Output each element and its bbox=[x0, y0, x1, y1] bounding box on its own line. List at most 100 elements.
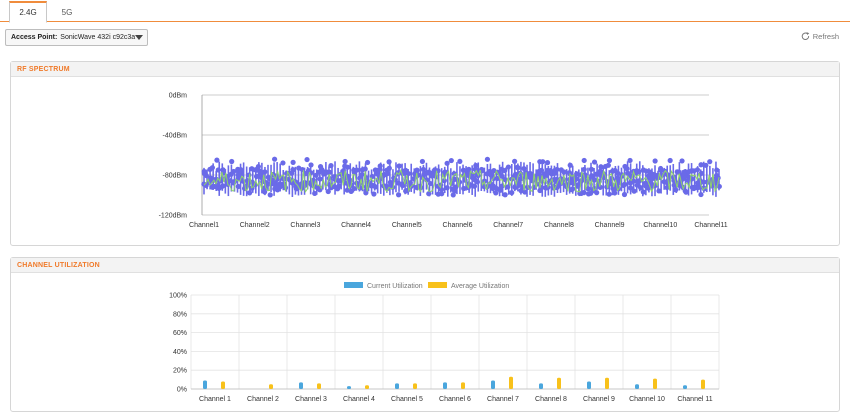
rf-scatter-point bbox=[271, 156, 278, 162]
rf-scatter-point bbox=[371, 191, 377, 197]
utilization-bar bbox=[221, 381, 225, 389]
rf-scatter-series bbox=[201, 156, 722, 198]
rf-x-tick-label: Channel4 bbox=[341, 222, 371, 229]
cu-x-tick-label: Channel 7 bbox=[487, 396, 519, 403]
utilization-bar bbox=[395, 383, 399, 389]
utilization-bar bbox=[491, 380, 495, 389]
rf-x-tick-label: Channel9 bbox=[595, 222, 625, 229]
rf-scatter-point bbox=[419, 158, 426, 165]
rf-scatter-point bbox=[214, 157, 220, 163]
cu-x-tick-label: Channel 2 bbox=[247, 396, 279, 403]
cu-x-tick-label: Channel 10 bbox=[629, 396, 665, 403]
rf-scatter-point bbox=[698, 162, 704, 168]
utilization-bar bbox=[509, 376, 513, 389]
rf-x-tick-label: Channel7 bbox=[493, 222, 523, 229]
utilization-bar bbox=[365, 385, 369, 389]
utilization-bar bbox=[539, 383, 543, 389]
utilization-bar bbox=[653, 378, 657, 389]
band-tab-bar: 2.4G 5G bbox=[0, 0, 850, 23]
access-point-select[interactable]: Access Point: SonicWave 432i c92c3a bbox=[5, 29, 148, 46]
cu-y-tick-label: 100% bbox=[169, 293, 187, 300]
rf-scatter-point bbox=[544, 160, 551, 166]
rf-scatter-point bbox=[605, 162, 611, 168]
rf-scatter-point bbox=[591, 159, 598, 165]
rf-scatter-point bbox=[345, 164, 351, 170]
channel-utilization-chart: Current Utilization Average Utilization 10… bbox=[169, 282, 720, 403]
legend-label: Current Utilization bbox=[367, 283, 423, 290]
rf-y-tick-label: -40dBm bbox=[162, 133, 187, 140]
rf-scatter-point bbox=[698, 191, 704, 198]
rf-x-tick-label: Channel1 bbox=[189, 222, 219, 229]
tab-5g[interactable]: 5G bbox=[61, 7, 73, 17]
rf-spectrum-panel: RF SPECTRUM 0dBm -40dBm -80dBm -120dBm Chann… bbox=[10, 61, 840, 246]
rf-scatter-point bbox=[667, 157, 673, 164]
channel-utilization-title: CHANNEL UTILIZATION bbox=[11, 258, 839, 273]
cu-x-tick-label: Channel 11 bbox=[677, 396, 712, 403]
rf-scatter-point bbox=[522, 189, 528, 195]
rf-scatter-point bbox=[386, 159, 392, 165]
rf-y-tick-label: -80dBm bbox=[162, 173, 187, 180]
cu-x-tick-label: Channel 3 bbox=[295, 396, 327, 403]
chevron-down-icon bbox=[135, 35, 143, 40]
rf-y-tick-label: -120dBm bbox=[159, 213, 188, 220]
legend-swatch bbox=[344, 282, 363, 288]
rf-x-tick-label: Channel10 bbox=[643, 222, 677, 229]
rf-scatter-point bbox=[290, 159, 296, 165]
rf-x-tick-label: Channel3 bbox=[290, 222, 320, 229]
rf-scatter-point bbox=[493, 190, 499, 196]
rf-line-series bbox=[203, 168, 720, 194]
rf-scatter-point bbox=[502, 192, 508, 198]
utilization-bar bbox=[299, 382, 303, 389]
rf-spectrum-title: RF SPECTRUM bbox=[11, 62, 839, 77]
utilization-bar bbox=[443, 382, 447, 389]
rf-scatter-point bbox=[581, 157, 587, 164]
rf-scatter-point bbox=[342, 158, 348, 165]
access-point-value: SonicWave 432i c92c3a bbox=[60, 34, 136, 41]
rf-scatter-point bbox=[267, 192, 273, 198]
utilization-bar bbox=[683, 385, 687, 389]
refresh-icon bbox=[801, 32, 810, 40]
rf-x-tick-label: Channel5 bbox=[392, 222, 422, 229]
utilization-bar bbox=[701, 379, 705, 389]
rf-scatter-point bbox=[627, 157, 633, 164]
legend-swatch bbox=[428, 282, 447, 288]
cu-x-tick-label: Channel 8 bbox=[535, 396, 567, 403]
rf-scatter-point bbox=[683, 189, 689, 195]
channel-utilization-panel: CHANNEL UTILIZATION Current Utilization A… bbox=[10, 257, 840, 412]
rf-scatter-point bbox=[631, 188, 637, 194]
cu-x-tick-label: Channel 1 bbox=[199, 396, 231, 403]
rf-scatter-point bbox=[439, 191, 445, 197]
rf-scatter-point bbox=[505, 164, 511, 170]
rf-scatter-point bbox=[448, 157, 454, 164]
rf-x-tick-label: Channel2 bbox=[240, 222, 270, 229]
rf-x-tick-label: Channel8 bbox=[544, 222, 574, 229]
rf-scatter-point bbox=[594, 190, 600, 196]
cu-y-tick-label: 40% bbox=[173, 349, 187, 356]
utilization-bar bbox=[203, 380, 207, 389]
cu-x-tick-label: Channel 4 bbox=[343, 396, 375, 403]
rf-scatter-point bbox=[707, 159, 713, 165]
utilization-bar bbox=[635, 384, 639, 389]
utilization-legend: Current Utilization Average Utilization bbox=[344, 282, 509, 290]
rf-scatter-point bbox=[457, 158, 463, 165]
rf-scatter-point bbox=[280, 160, 286, 166]
rf-x-tick-label: Channel6 bbox=[443, 222, 473, 229]
utilization-bar bbox=[557, 377, 561, 389]
cu-y-tick-label: 60% bbox=[173, 330, 187, 337]
utilization-bar bbox=[317, 383, 321, 389]
utilization-bar bbox=[413, 383, 417, 389]
tab-2-4g[interactable]: 2.4G bbox=[9, 1, 47, 23]
cu-x-tick-label: Channel 9 bbox=[583, 396, 615, 403]
refresh-button[interactable]: Refresh bbox=[801, 32, 839, 41]
utilization-bar bbox=[605, 377, 609, 389]
cu-x-tick-label: Channel 5 bbox=[391, 396, 423, 403]
rf-scatter-point bbox=[679, 158, 685, 164]
rf-scatter-point bbox=[606, 157, 613, 164]
cu-y-tick-label: 80% bbox=[173, 311, 187, 318]
access-point-label: Access Point: bbox=[11, 34, 58, 41]
refresh-label: Refresh bbox=[812, 32, 839, 41]
utilization-bar bbox=[269, 384, 273, 389]
rf-scatter-point bbox=[304, 156, 310, 163]
cu-y-tick-label: 0% bbox=[177, 387, 187, 394]
